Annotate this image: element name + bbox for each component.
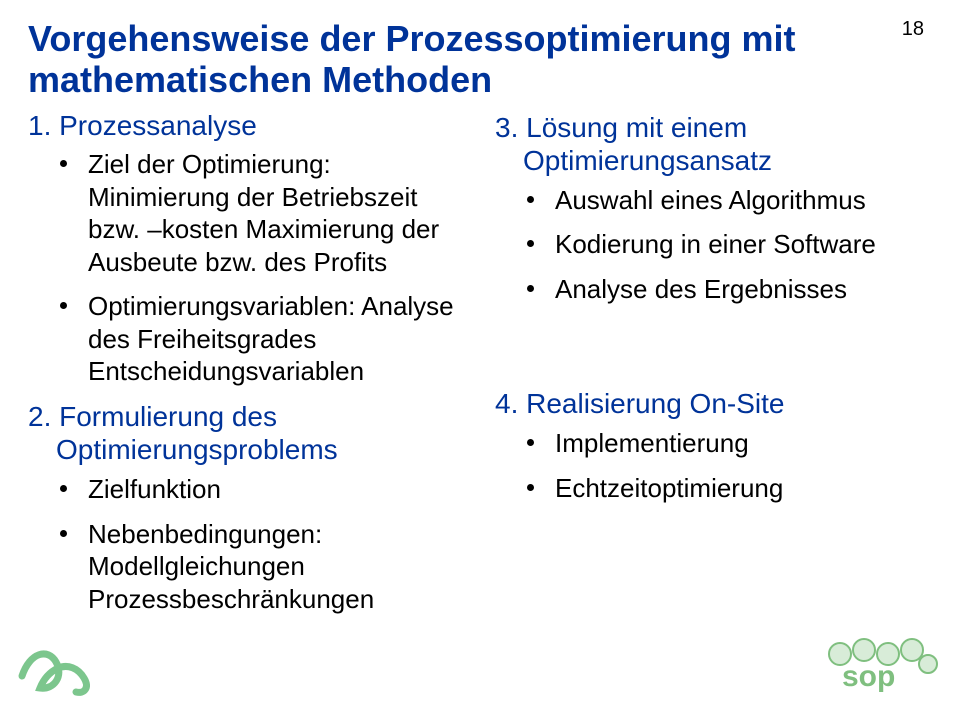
bullet-dot-icon	[527, 439, 534, 446]
sop-logo-icon: sop	[820, 636, 940, 696]
bullet-dot-icon	[527, 240, 534, 247]
section-2-head: 2. Formulierung des Optimierungsproblems	[28, 400, 465, 467]
bullet-item: Zielfunktion	[28, 473, 465, 506]
spacer	[495, 317, 932, 387]
page-number: 18	[902, 18, 924, 41]
bullet-dot-icon	[527, 285, 534, 292]
section-1-head: 1. Prozessanalyse	[28, 109, 465, 143]
left-column: 1. Prozessanalyse Ziel der Optimierung: …	[28, 109, 465, 627]
bullet-item: Implementierung	[495, 427, 932, 460]
bullet-item: Kodierung in einer Software	[495, 228, 932, 261]
bullet-text: Implementierung	[555, 428, 749, 458]
slide-title: Vorgehensweise der Prozessoptimierung mi…	[28, 18, 932, 101]
bullet-item: Nebenbedingungen: Modellgleichungen Proz…	[28, 518, 465, 616]
bullet-dot-icon	[527, 484, 534, 491]
right-column: 3. Lösung mit einem Optimierungsansatz A…	[495, 109, 932, 627]
bullet-item: Auswahl eines Algorithmus	[495, 184, 932, 217]
bullet-dot-icon	[60, 302, 67, 309]
section-3-head: 3. Lösung mit einem Optimierungsansatz	[495, 111, 932, 178]
bullet-dot-icon	[60, 485, 67, 492]
bullet-text: Auswahl eines Algorithmus	[555, 185, 866, 215]
bullet-item: Optimierungsvariablen: Analyse des Freih…	[28, 290, 465, 388]
bullet-text: Zielfunktion	[88, 474, 221, 504]
bullet-text: Nebenbedingungen: Modellgleichungen Proz…	[88, 519, 374, 614]
content-columns: 1. Prozessanalyse Ziel der Optimierung: …	[28, 109, 932, 627]
bullet-text: Optimierungsvariablen: Analyse des Freih…	[88, 291, 454, 386]
bullet-text: Kodierung in einer Software	[555, 229, 876, 259]
bullet-text: Analyse des Ergebnisses	[555, 274, 847, 304]
bullet-item: Echtzeitoptimierung	[495, 472, 932, 505]
bullet-dot-icon	[527, 196, 534, 203]
section-4-head: 4. Realisierung On-Site	[495, 387, 932, 421]
bullet-text: Ziel der Optimierung: Minimierung der Be…	[88, 149, 439, 277]
bullet-dot-icon	[60, 160, 67, 167]
bullet-item: Analyse des Ergebnisses	[495, 273, 932, 306]
bullet-dot-icon	[60, 530, 67, 537]
bullet-text: Echtzeitoptimierung	[555, 473, 783, 503]
th-logo-icon	[14, 638, 104, 698]
sop-logo-text: sop	[842, 660, 895, 693]
bullet-item: Ziel der Optimierung: Minimierung der Be…	[28, 148, 465, 278]
